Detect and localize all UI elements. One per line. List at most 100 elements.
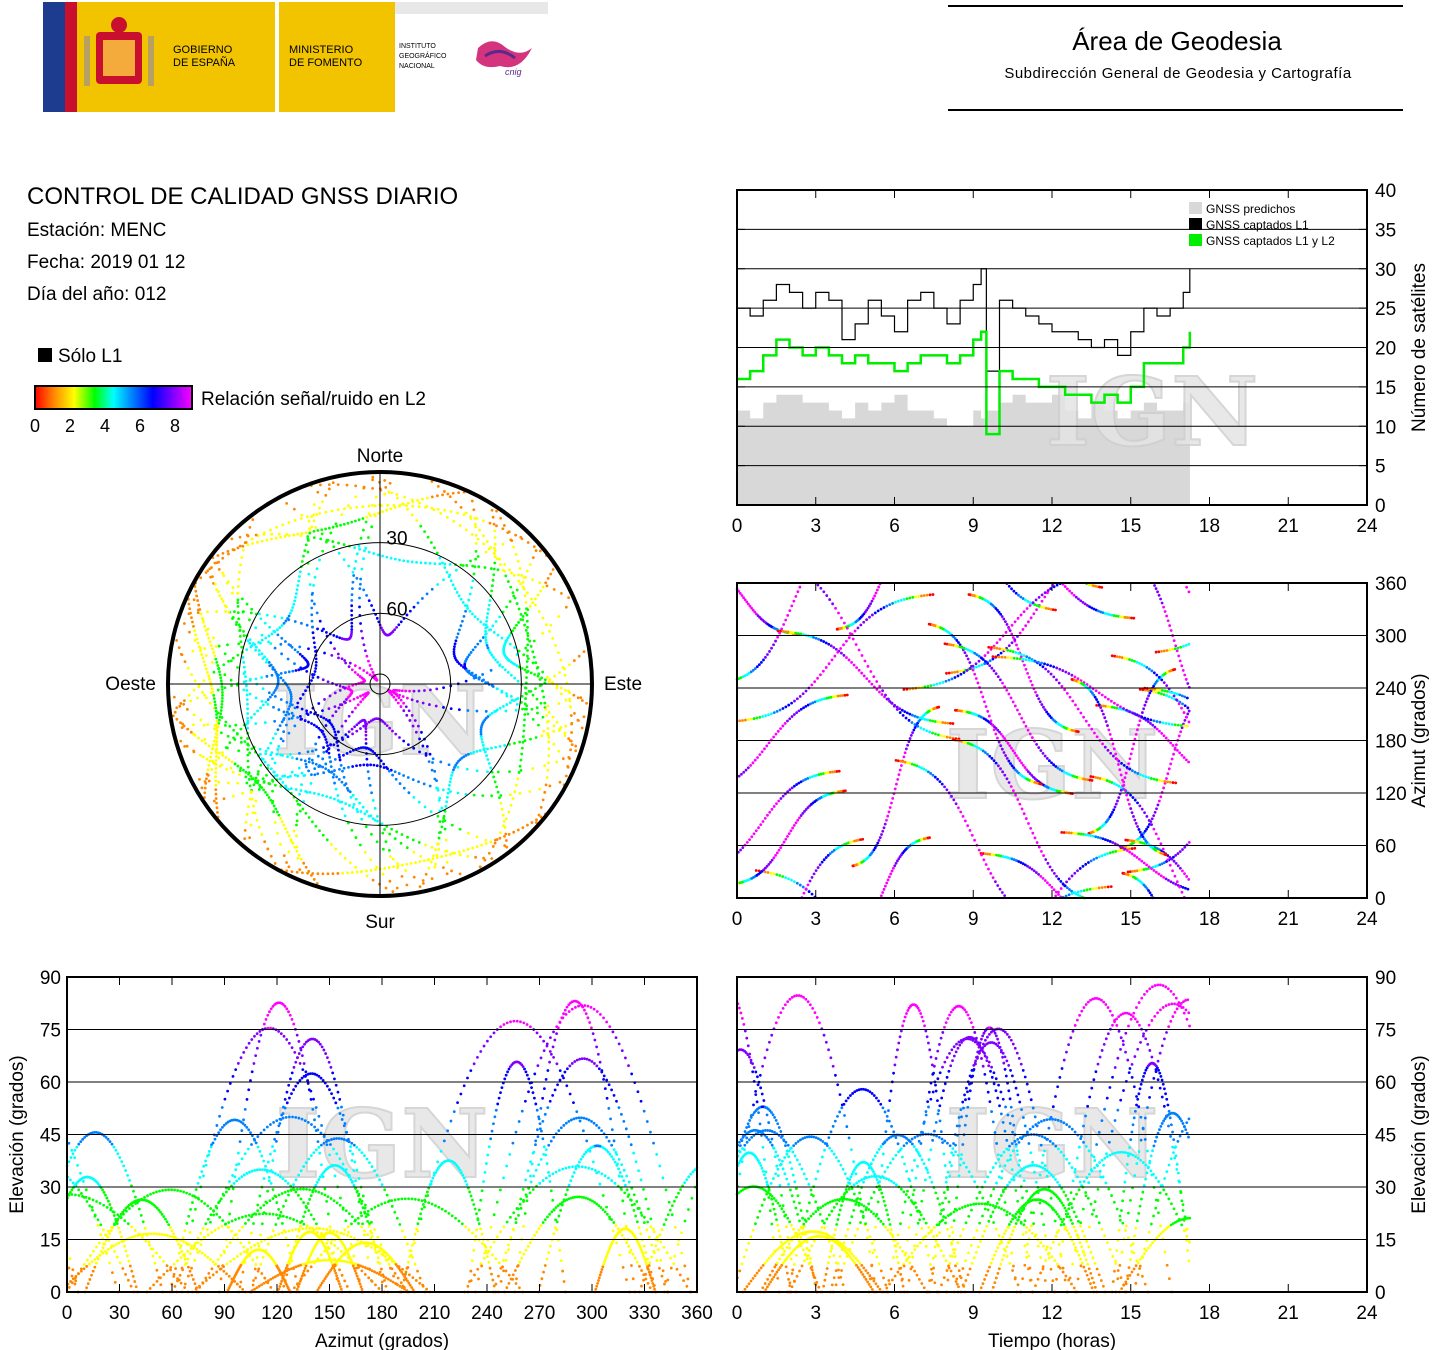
track-point xyxy=(310,599,314,603)
track-point xyxy=(243,837,247,841)
track-point xyxy=(249,823,253,827)
track-point xyxy=(1159,692,1163,696)
track-point xyxy=(1076,707,1080,711)
track-point xyxy=(789,630,793,634)
track-point xyxy=(507,832,511,836)
track-point xyxy=(474,525,478,529)
track-point xyxy=(475,517,479,520)
track-point xyxy=(285,1264,289,1267)
track-point xyxy=(986,651,990,654)
track-point xyxy=(489,766,493,770)
track-point xyxy=(367,550,371,554)
track-point xyxy=(1016,616,1020,620)
track-point xyxy=(483,566,487,569)
track-point xyxy=(430,480,434,483)
track-point xyxy=(1013,704,1017,708)
track-point xyxy=(494,658,497,662)
track-point xyxy=(490,508,494,512)
track-point xyxy=(1122,783,1126,787)
track-point xyxy=(314,1222,318,1226)
track-point xyxy=(482,534,485,538)
track-point xyxy=(1114,802,1118,806)
track-point xyxy=(1150,893,1153,897)
track-point xyxy=(753,758,757,762)
track-point xyxy=(363,850,367,854)
track-point xyxy=(256,772,260,776)
track-point xyxy=(1024,624,1028,628)
track-point xyxy=(326,1252,330,1256)
track-point xyxy=(513,626,516,630)
track-point xyxy=(1044,667,1048,671)
track-point xyxy=(754,869,758,872)
track-point xyxy=(877,839,881,842)
track-point xyxy=(247,1214,251,1217)
track-point xyxy=(374,1283,377,1287)
track-point xyxy=(1138,830,1142,834)
track-point xyxy=(339,1249,343,1253)
track-point xyxy=(260,676,263,679)
track-point xyxy=(342,522,346,526)
track-point xyxy=(229,766,233,770)
track-point xyxy=(1133,869,1137,873)
track-point xyxy=(523,702,527,706)
track-point xyxy=(309,710,313,714)
track-point xyxy=(416,601,420,605)
track-point xyxy=(1000,647,1004,651)
track-point xyxy=(456,765,460,769)
track-point xyxy=(96,1218,100,1222)
track-point xyxy=(486,770,489,774)
track-point xyxy=(471,846,475,850)
track-point xyxy=(398,689,401,692)
track-point xyxy=(508,600,512,603)
track-point xyxy=(745,600,749,604)
track-point xyxy=(810,875,814,879)
track-point xyxy=(430,495,434,499)
track-point xyxy=(262,1128,266,1132)
track-point xyxy=(491,624,495,628)
track-point xyxy=(338,1282,341,1286)
x-tick-label: 0 xyxy=(732,516,743,537)
track-point xyxy=(1032,869,1036,873)
track-point xyxy=(470,586,474,590)
track-point xyxy=(1079,711,1083,715)
track-point xyxy=(1033,836,1037,840)
track-point xyxy=(257,653,261,656)
track-point xyxy=(221,694,224,697)
track-point xyxy=(315,882,319,885)
track-point xyxy=(906,743,910,747)
l1-only-swatch xyxy=(38,348,52,362)
track-point xyxy=(870,599,874,603)
track-point xyxy=(1162,681,1166,685)
track-point xyxy=(895,782,898,786)
track-point xyxy=(350,593,354,597)
track-point xyxy=(1074,832,1078,835)
track-point xyxy=(303,549,307,553)
track-point xyxy=(1065,771,1068,775)
track-point xyxy=(260,833,264,836)
track-point xyxy=(539,806,543,809)
track-point xyxy=(1153,865,1157,868)
track-point xyxy=(364,737,368,741)
track-point xyxy=(365,722,368,726)
track-point xyxy=(755,716,759,720)
track-point xyxy=(220,685,224,689)
cnig-logo-icon xyxy=(476,41,532,68)
track-point xyxy=(361,693,365,697)
track-point xyxy=(1096,700,1100,704)
track-point xyxy=(370,667,373,671)
track-point xyxy=(910,721,914,724)
track-point xyxy=(268,1199,272,1202)
track-point xyxy=(551,715,555,719)
track-point xyxy=(643,1257,647,1261)
track-point xyxy=(517,649,521,653)
track-point xyxy=(327,526,331,530)
track-point xyxy=(504,839,508,842)
snr-tick: 2 xyxy=(65,416,75,436)
track-point xyxy=(214,762,218,766)
track-point xyxy=(312,791,316,795)
track-point xyxy=(999,732,1003,736)
track-point xyxy=(600,1268,604,1271)
track-point xyxy=(1168,648,1172,652)
track-point xyxy=(448,780,452,784)
track-point xyxy=(301,807,305,811)
